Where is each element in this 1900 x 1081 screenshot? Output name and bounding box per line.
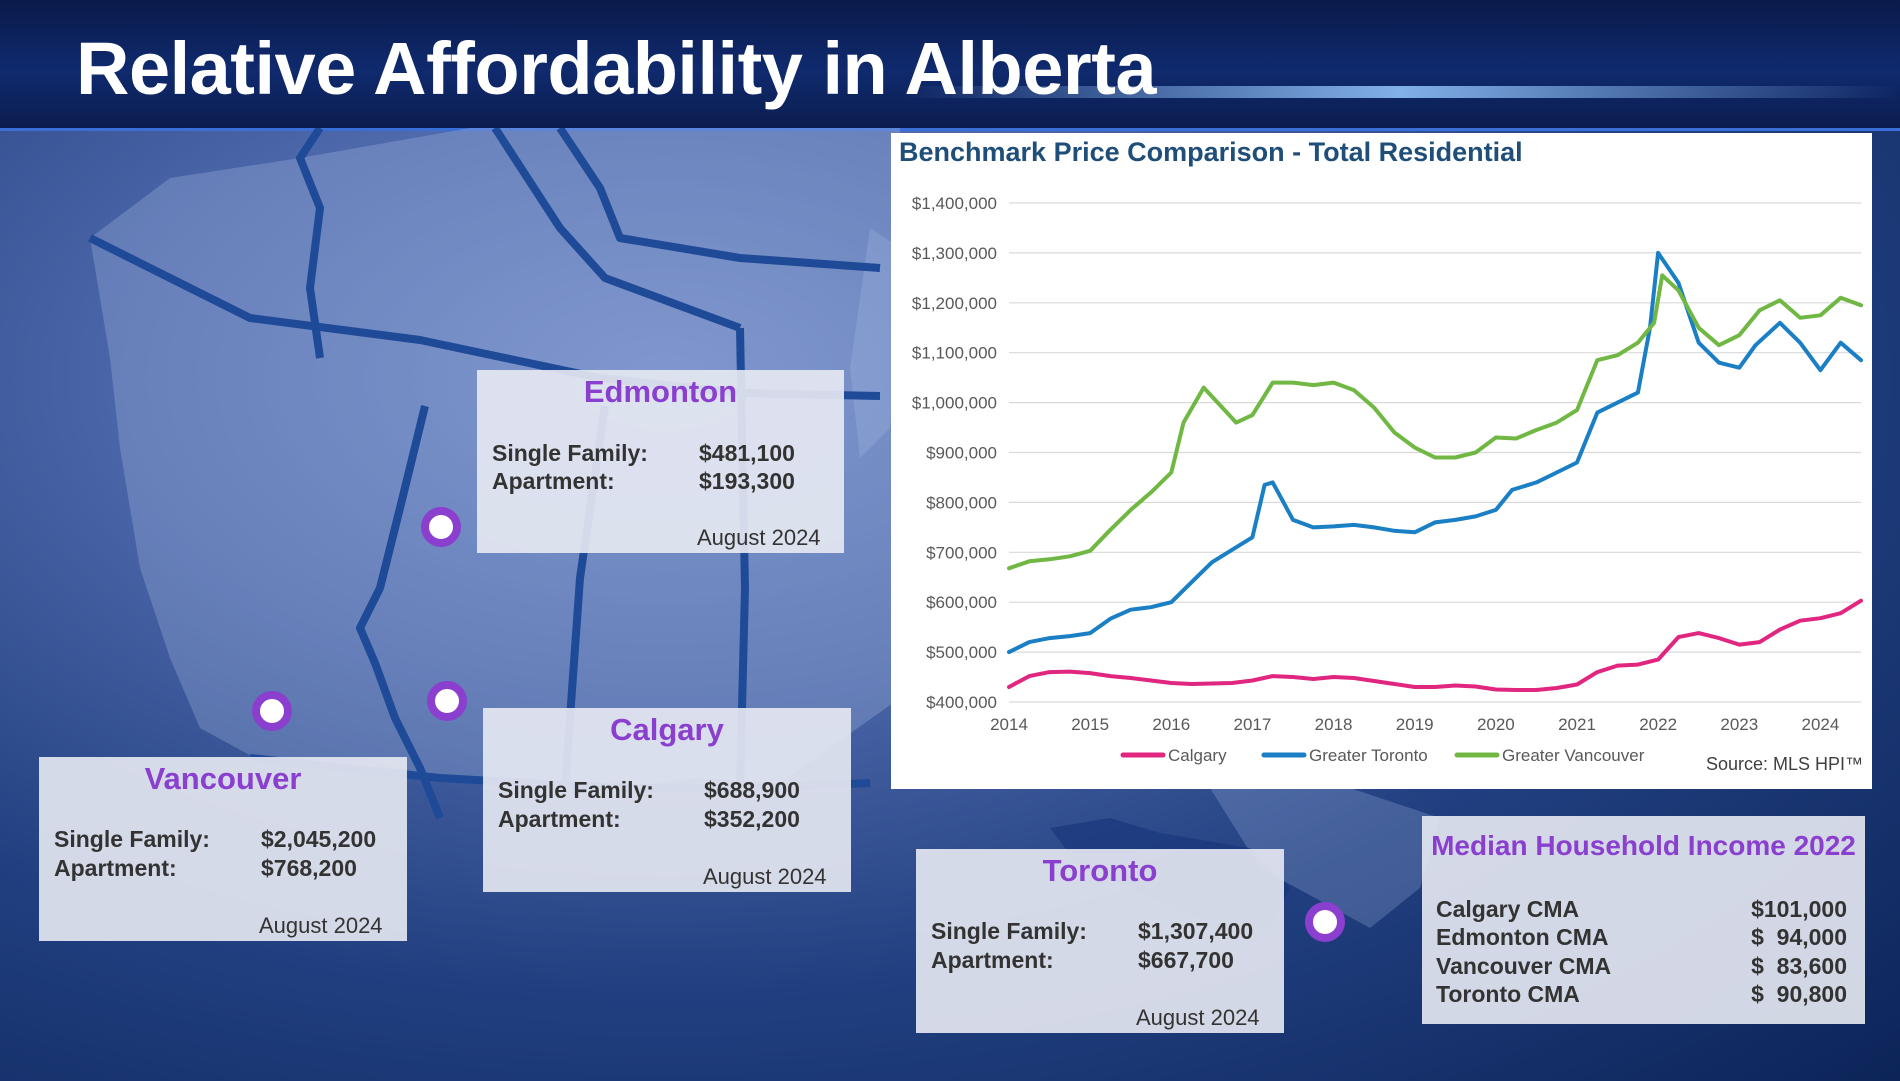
- x-tick-label: 2015: [1071, 715, 1109, 734]
- income-value-edmonton: $ 94,000: [1751, 924, 1847, 950]
- header-bar: Relative Affordability in Alberta: [0, 0, 1900, 131]
- calgary-card: Calgary Single Family: $688,900 Apartmen…: [483, 708, 851, 892]
- income-value-vancouver: $ 83,600: [1751, 953, 1847, 979]
- y-tick-label: $1,000,000: [912, 394, 997, 413]
- chart-title: Benchmark Price Comparison - Total Resid…: [899, 137, 1523, 167]
- edmonton-apt-value: $193,300: [699, 468, 795, 494]
- calgary-apt-value: $352,200: [704, 806, 800, 832]
- toronto-card: Toronto Single Family: $1,307,400 Apartm…: [916, 849, 1284, 1033]
- vancouver-apt-value: $768,200: [261, 855, 357, 881]
- toronto-apt-label: Apartment:: [931, 947, 1054, 973]
- calgary-sf-label: Single Family:: [498, 777, 654, 803]
- x-tick-label: 2021: [1558, 715, 1596, 734]
- x-tick-label: 2016: [1152, 715, 1190, 734]
- border-territories: [491, 128, 742, 332]
- legend-label: Greater Toronto: [1309, 746, 1428, 765]
- series-line-calgary: [1007, 598, 1863, 692]
- x-tick-label: 2022: [1639, 715, 1677, 734]
- income-title: Median Household Income 2022: [1431, 830, 1856, 861]
- toronto-sf-value: $1,307,400: [1138, 918, 1254, 944]
- vancouver-apt-label: Apartment:: [54, 855, 177, 881]
- y-tick-label: $800,000: [926, 493, 997, 512]
- calgary-apt-label: Apartment:: [498, 806, 621, 832]
- vancouver-title: Vancouver: [144, 761, 302, 796]
- legend-label: Greater Vancouver: [1502, 746, 1645, 765]
- y-tick-label: $500,000: [926, 643, 997, 662]
- y-tick-label: $1,300,000: [912, 244, 997, 263]
- series-line-greater-vancouver: [1007, 273, 1863, 571]
- income-label-toronto: Toronto CMA: [1436, 981, 1580, 1007]
- y-tick-label: $1,100,000: [912, 344, 997, 363]
- toronto-apt-value: $667,700: [1138, 947, 1234, 973]
- x-tick-label: 2023: [1720, 715, 1758, 734]
- income-label-calgary: Calgary CMA: [1436, 896, 1580, 922]
- y-tick-label: $1,200,000: [912, 294, 997, 313]
- toronto-pin[interactable]: [1305, 902, 1345, 942]
- toronto-date: August 2024: [1136, 1005, 1260, 1030]
- vancouver-pin[interactable]: [252, 691, 292, 731]
- vancouver-date: August 2024: [259, 913, 383, 938]
- border-nwt-nunavut: [556, 128, 881, 272]
- y-tick-label: $400,000: [926, 693, 997, 712]
- income-label-vancouver: Vancouver CMA: [1436, 953, 1612, 979]
- edmonton-date: August 2024: [697, 525, 821, 550]
- calgary-pin[interactable]: [427, 681, 467, 721]
- edmonton-title: Edmonton: [583, 374, 738, 409]
- edmonton-sf-label: Single Family:: [492, 440, 648, 466]
- line-chart: $400,000 $500,000 $600,000 $700,000 $800,000…: [912, 194, 1863, 774]
- x-tick-label: 2018: [1315, 715, 1353, 734]
- vancouver-sf-label: Single Family:: [54, 826, 210, 852]
- page-title: Relative Affordability in Alberta: [76, 27, 1157, 110]
- x-tick-label: 2019: [1396, 715, 1434, 734]
- border-alberta-west: [356, 405, 444, 820]
- edmonton-card: Edmonton Single Family: $481,100 Apartme…: [477, 370, 844, 553]
- toronto-sf-label: Single Family:: [931, 918, 1087, 944]
- edmonton-apt-label: Apartment:: [492, 468, 615, 494]
- income-value-toronto: $ 90,800: [1751, 981, 1847, 1007]
- x-tick-label: 2017: [1234, 715, 1272, 734]
- edmonton-sf-value: $481,100: [699, 440, 795, 466]
- x-tick-label: 2014: [990, 715, 1028, 734]
- header-light-streak: [900, 86, 1900, 98]
- chart-source: Source: MLS HPI™: [1706, 754, 1863, 774]
- income-label-edmonton: Edmonton CMA: [1436, 924, 1609, 950]
- toronto-title: Toronto: [1042, 853, 1158, 888]
- income-card: Median Household Income 2022 Calgary CMA…: [1422, 816, 1865, 1024]
- y-tick-label: $900,000: [926, 444, 997, 463]
- chart-panel: Benchmark Price Comparison - Total Resid…: [891, 133, 1872, 789]
- calgary-date: August 2024: [703, 864, 827, 889]
- edmonton-pin[interactable]: [421, 507, 461, 547]
- y-tick-label: $700,000: [926, 543, 997, 562]
- legend-label: Calgary: [1168, 746, 1227, 765]
- y-tick-label: $1,400,000: [912, 194, 997, 213]
- map-landmass-east: [850, 228, 1440, 928]
- calgary-sf-value: $688,900: [704, 777, 800, 803]
- border-bc-yukon: [296, 128, 324, 359]
- vancouver-sf-value: $2,045,200: [261, 826, 377, 852]
- vancouver-card: Vancouver Single Family: $2,045,200 Apar…: [39, 757, 407, 941]
- income-value-calgary: $101,000: [1751, 896, 1847, 922]
- x-tick-label: 2024: [1802, 715, 1840, 734]
- calgary-title: Calgary: [610, 712, 724, 747]
- y-tick-label: $600,000: [926, 593, 997, 612]
- series-line-greater-toronto: [1007, 250, 1863, 655]
- x-tick-label: 2020: [1477, 715, 1515, 734]
